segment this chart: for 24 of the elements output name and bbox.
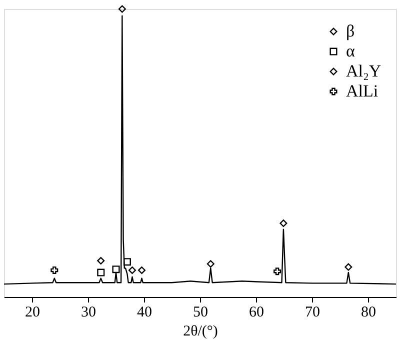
point <box>206 260 214 268</box>
legend-label: AlLi <box>346 82 378 100</box>
point <box>280 220 288 228</box>
x-tick-label: 20 <box>25 304 40 320</box>
x-tick-label: 30 <box>81 304 96 320</box>
point <box>128 266 136 274</box>
legend-label: β <box>346 22 355 40</box>
x-tick-label: 40 <box>137 304 152 320</box>
point <box>97 268 105 276</box>
point <box>118 5 126 13</box>
legend-label: α <box>346 42 355 60</box>
x-tick-label: 80 <box>361 304 376 320</box>
x-tick-label: 50 <box>193 304 208 320</box>
point <box>274 268 282 276</box>
x-tick-label: 60 <box>249 304 264 320</box>
point <box>344 263 352 271</box>
point <box>97 256 105 264</box>
point <box>123 258 131 266</box>
point <box>138 266 146 274</box>
point <box>50 266 58 274</box>
x-axis-title: 2θ/(°) <box>183 324 218 340</box>
point <box>112 266 120 274</box>
legend-label: Al₂Y <box>346 62 382 80</box>
x-tick-label: 70 <box>305 304 320 320</box>
